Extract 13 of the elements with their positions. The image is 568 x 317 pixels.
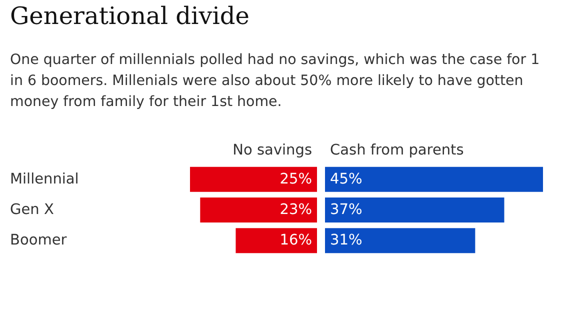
data-label: 45%: [330, 171, 362, 188]
y-tick-label: Boomer: [10, 232, 67, 249]
y-tick-label: Millennial: [10, 171, 79, 188]
data-label: 23%: [280, 202, 312, 218]
series-label: Cash from parents: [330, 142, 464, 158]
data-label: 25%: [280, 171, 312, 188]
y-tick-label: Gen X: [10, 202, 54, 218]
chart-subtitle: One quarter of millennials polled had no savings, which was the case for 1 in 6 boomers. Millenials were also about 50% more likely to have gotten money from family for their 1st home.: [10, 51, 541, 112]
data-label: 31%: [330, 232, 362, 249]
chart-title: Generational divide: [10, 2, 250, 30]
data-label: 16%: [280, 232, 312, 249]
series-label: No savings: [232, 142, 312, 158]
data-label: 37%: [330, 202, 362, 218]
